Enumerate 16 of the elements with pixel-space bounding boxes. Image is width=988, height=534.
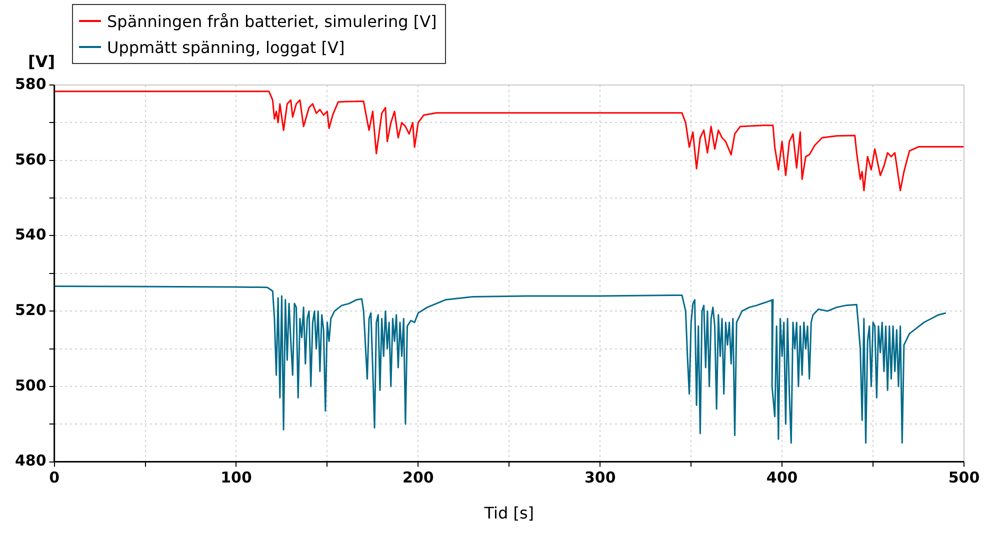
x-tick-label: 200 (402, 468, 434, 487)
y-tick-label: 580 (15, 74, 46, 93)
legend-label: Uppmätt spänning, loggat [V] (107, 38, 345, 56)
y-tick-label: 520 (15, 300, 46, 319)
x-tick-label: 300 (584, 468, 616, 487)
y-axis-title: [V] (28, 52, 56, 71)
y-tick-label: 480 (15, 452, 46, 470)
y-tick-label: 540 (15, 226, 46, 244)
y-tick-label: 560 (15, 150, 46, 168)
x-tick-label: 400 (766, 468, 798, 487)
x-tick-label: 0 (49, 468, 60, 487)
x-tick-label: 100 (220, 468, 252, 487)
x-tick-label: 500 (948, 468, 980, 487)
y-tick-label: 500 (15, 376, 46, 394)
legend-label: Spänningen från batteriet, simulering [V] (107, 12, 437, 30)
x-axis-title: Tid [s] (483, 504, 534, 523)
